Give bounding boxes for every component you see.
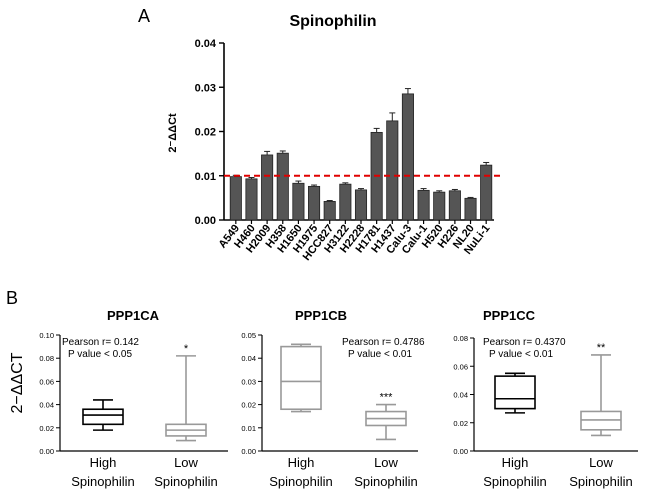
box-chart-title: PPP1CB [295, 308, 347, 323]
bar [464, 197, 477, 221]
box [82, 408, 124, 426]
group-label-line2: Spinophilin [354, 474, 418, 489]
y-tick-label: 0.00 [241, 447, 256, 456]
y-tick-label: 0.04 [453, 391, 468, 400]
group-label-line2: Spinophilin [154, 474, 218, 489]
y-tick-label: 0.02 [453, 419, 468, 428]
box-chart-title: PPP1CA [107, 308, 160, 323]
group-label-line2: Spinophilin [483, 474, 547, 489]
bar-chart: 0.000.010.020.030.04A549H460H2009H358H16… [195, 38, 500, 263]
bar [292, 182, 305, 221]
bar [323, 201, 336, 221]
group-label-line1: High [90, 455, 117, 470]
significance-marker: ** [597, 342, 606, 354]
group-label-line2: Spinophilin [71, 474, 135, 489]
pearson-r: Pearson r= 0.4786 [342, 337, 425, 348]
bar [339, 183, 352, 221]
group-label-line1: High [288, 455, 315, 470]
y-tick-label: 0.04 [241, 354, 256, 363]
group-label-line1: Low [174, 455, 198, 470]
bar [276, 152, 289, 221]
bar [308, 185, 321, 221]
y-tick-label: 0.04 [195, 38, 217, 50]
p-value: P value < 0.05 [68, 349, 132, 360]
y-tick-label: 0.06 [39, 377, 54, 386]
bar [480, 164, 493, 221]
group-label-line1: High [502, 455, 529, 470]
y-tick-label: 0.00 [195, 215, 216, 227]
y-tick-label: 0.00 [39, 447, 54, 456]
y-tick-label: 0.08 [453, 334, 468, 343]
box-chart-ppp1cc: PPP1CC 0.00 0.02 0.04 0.06 0.08 Pearson r= 0.4… [453, 308, 638, 489]
box-chart-ylabel: 2−ΔΔCT [9, 352, 26, 413]
bar [401, 93, 414, 221]
box [494, 375, 536, 410]
pearson-r: Pearson r= 0.4370 [483, 337, 566, 348]
panel-a-label: A [138, 6, 150, 26]
bar [229, 176, 242, 221]
y-tick-label: 0.08 [39, 354, 54, 363]
y-tick-label: 0.10 [39, 331, 54, 340]
y-tick-label: 0.01 [195, 171, 216, 183]
significance-marker: * [184, 343, 189, 355]
p-value: P value < 0.01 [489, 349, 553, 360]
group-label-line1: Low [374, 455, 398, 470]
p-value: P value < 0.01 [348, 349, 412, 360]
bar-chart-ylabel: 2⁻ΔΔCt [167, 113, 179, 153]
box [280, 345, 322, 411]
bar [417, 189, 430, 221]
y-tick-label: 0.01 [241, 424, 256, 433]
bar [433, 191, 446, 221]
y-tick-label: 0.06 [453, 362, 468, 371]
bar-chart-title: Spinophilin [289, 13, 376, 30]
y-tick-label: 0.03 [195, 82, 216, 94]
bar [245, 178, 258, 221]
bar [261, 154, 274, 221]
panel-b-label: B [6, 288, 18, 308]
box-chart-title: PPP1CC [483, 308, 536, 323]
y-tick-label: 0.02 [241, 401, 256, 410]
group-label-line1: Low [589, 455, 613, 470]
bar [354, 189, 368, 221]
bar [448, 190, 461, 221]
y-tick-label: 0.02 [195, 127, 216, 139]
y-tick-label: 0.00 [453, 447, 468, 456]
significance-marker: *** [380, 392, 394, 404]
pearson-r: Pearson r= 0.142 [62, 337, 139, 348]
bar [386, 120, 399, 221]
box-chart-ppp1cb: PPP1CB 0.00 0.01 0.02 0.03 0.04 0.05 Pearson r=… [241, 308, 425, 489]
group-label-line2: Spinophilin [569, 474, 633, 489]
box-chart-ppp1ca: PPP1CA 0.00 0.02 0.04 0.06 0.08 0.10 Pearson r=… [39, 308, 228, 489]
y-tick-label: 0.04 [39, 401, 54, 410]
y-tick-label: 0.05 [241, 331, 256, 340]
y-tick-label: 0.02 [39, 424, 54, 433]
y-tick-label: 0.03 [241, 377, 256, 386]
group-label-line2: Spinophilin [269, 474, 333, 489]
